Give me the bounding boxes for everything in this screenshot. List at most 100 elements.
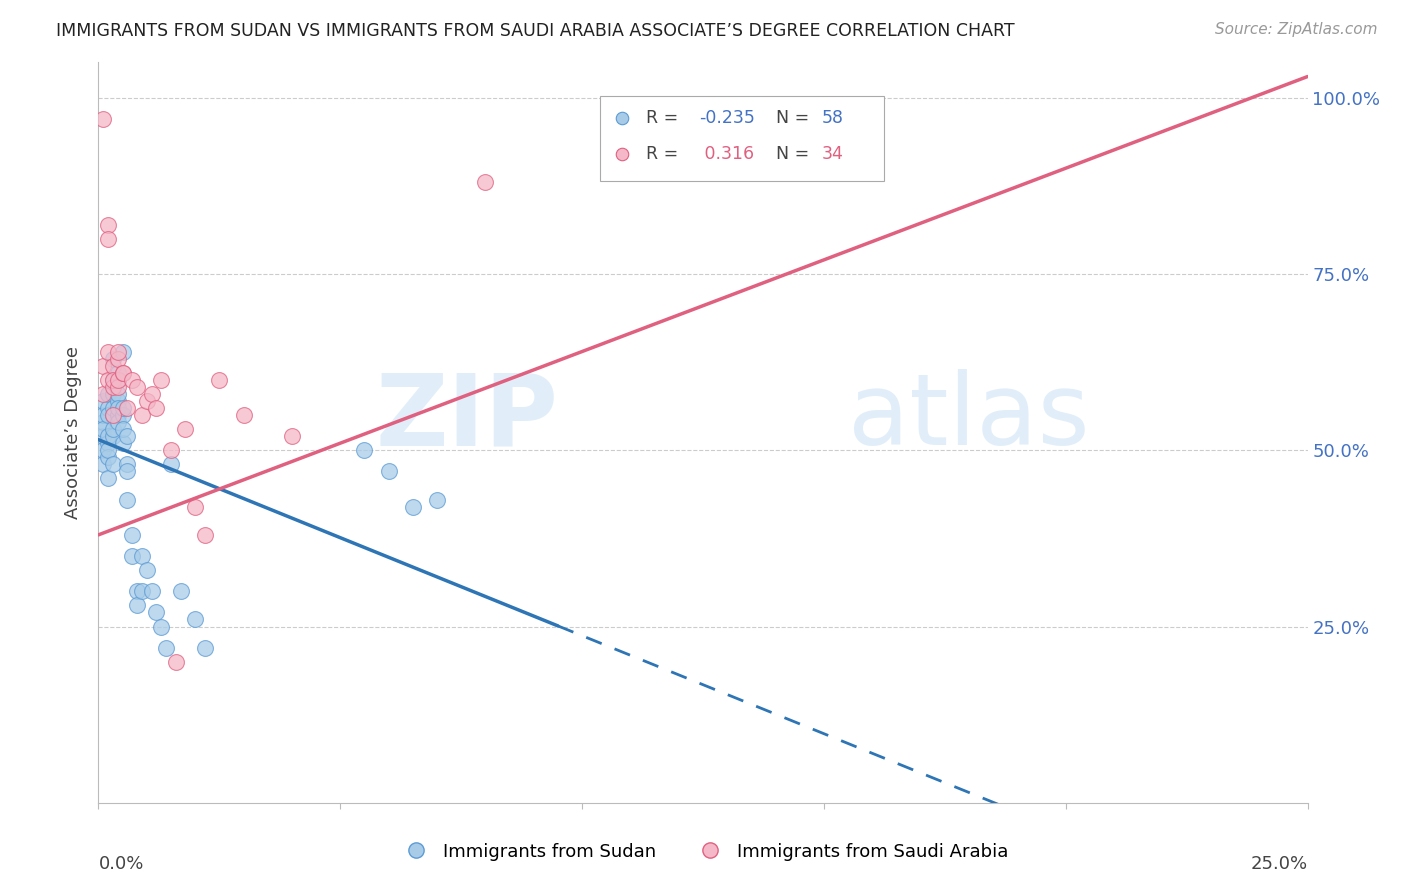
Point: [97, 443, 120, 458]
Point: [101, 387, 124, 401]
Point: [127, 599, 149, 613]
Point: [101, 429, 124, 443]
Point: [155, 640, 177, 655]
Point: [107, 380, 129, 394]
Point: [160, 458, 183, 472]
Point: [131, 584, 153, 599]
Legend: Immigrants from Sudan, Immigrants from Saudi Arabia: Immigrants from Sudan, Immigrants from S…: [391, 836, 1015, 868]
Point: [111, 366, 134, 380]
Point: [101, 351, 124, 366]
Point: [97, 436, 120, 450]
Point: [111, 344, 134, 359]
Point: [111, 408, 134, 422]
Text: -0.235: -0.235: [699, 109, 755, 127]
Point: [121, 528, 143, 542]
Point: [150, 373, 173, 387]
Point: [474, 175, 496, 189]
Point: [97, 387, 120, 401]
Text: 0.0%: 0.0%: [98, 855, 143, 872]
Point: [127, 380, 149, 394]
Text: 58: 58: [821, 109, 844, 127]
Point: [131, 408, 153, 422]
Point: [101, 359, 124, 373]
Point: [117, 458, 139, 472]
Point: [107, 393, 129, 408]
Point: [97, 218, 120, 232]
Point: [194, 640, 217, 655]
Text: ZIP: ZIP: [375, 369, 558, 467]
Point: [101, 380, 124, 394]
Point: [184, 500, 207, 514]
Point: [135, 393, 157, 408]
Point: [101, 373, 124, 387]
Point: [165, 655, 187, 669]
Point: [107, 408, 129, 422]
Point: [107, 387, 129, 401]
Point: [101, 458, 124, 472]
Point: [107, 415, 129, 429]
Point: [91, 387, 114, 401]
Point: [135, 563, 157, 577]
Point: [97, 344, 120, 359]
Point: [91, 422, 114, 436]
Point: [111, 422, 134, 436]
Point: [91, 393, 114, 408]
Point: [107, 344, 129, 359]
Point: [111, 401, 134, 415]
Point: [169, 584, 191, 599]
Point: [111, 366, 134, 380]
Point: [402, 500, 425, 514]
Point: [101, 408, 124, 422]
Point: [426, 492, 449, 507]
Point: [117, 464, 139, 478]
Point: [101, 422, 124, 436]
Point: [97, 232, 120, 246]
Point: [107, 401, 129, 415]
Point: [91, 359, 114, 373]
Text: atlas: atlas: [848, 369, 1090, 467]
Point: [101, 408, 124, 422]
Text: IMMIGRANTS FROM SUDAN VS IMMIGRANTS FROM SAUDI ARABIA ASSOCIATE’S DEGREE CORRELA: IMMIGRANTS FROM SUDAN VS IMMIGRANTS FROM…: [56, 22, 1015, 40]
Point: [97, 401, 120, 415]
Point: [232, 408, 254, 422]
Point: [145, 606, 167, 620]
Point: [184, 612, 207, 626]
Point: [121, 373, 143, 387]
Point: [91, 458, 114, 472]
Point: [111, 436, 134, 450]
Point: [107, 351, 129, 366]
Text: N =: N =: [776, 109, 814, 127]
Point: [97, 429, 120, 443]
Point: [91, 112, 114, 126]
Point: [91, 415, 114, 429]
Point: [101, 373, 124, 387]
Point: [160, 443, 183, 458]
Point: [150, 619, 173, 633]
Point: [107, 373, 129, 387]
Point: [353, 443, 375, 458]
Point: [117, 492, 139, 507]
Point: [377, 464, 399, 478]
Point: [91, 408, 114, 422]
Text: 25.0%: 25.0%: [1250, 855, 1308, 872]
FancyBboxPatch shape: [600, 95, 884, 181]
Text: N =: N =: [776, 145, 814, 162]
Point: [194, 528, 217, 542]
Text: 0.316: 0.316: [699, 145, 755, 162]
Text: Source: ZipAtlas.com: Source: ZipAtlas.com: [1215, 22, 1378, 37]
Point: [101, 401, 124, 415]
Point: [145, 401, 167, 415]
Point: [97, 471, 120, 485]
Point: [107, 366, 129, 380]
Point: [121, 549, 143, 563]
Point: [141, 387, 163, 401]
Text: 34: 34: [821, 145, 844, 162]
Point: [107, 373, 129, 387]
Point: [97, 373, 120, 387]
Point: [97, 408, 120, 422]
Point: [208, 373, 231, 387]
Y-axis label: Associate’s Degree: Associate’s Degree: [63, 346, 82, 519]
Point: [91, 443, 114, 458]
Point: [117, 401, 139, 415]
Point: [174, 422, 197, 436]
